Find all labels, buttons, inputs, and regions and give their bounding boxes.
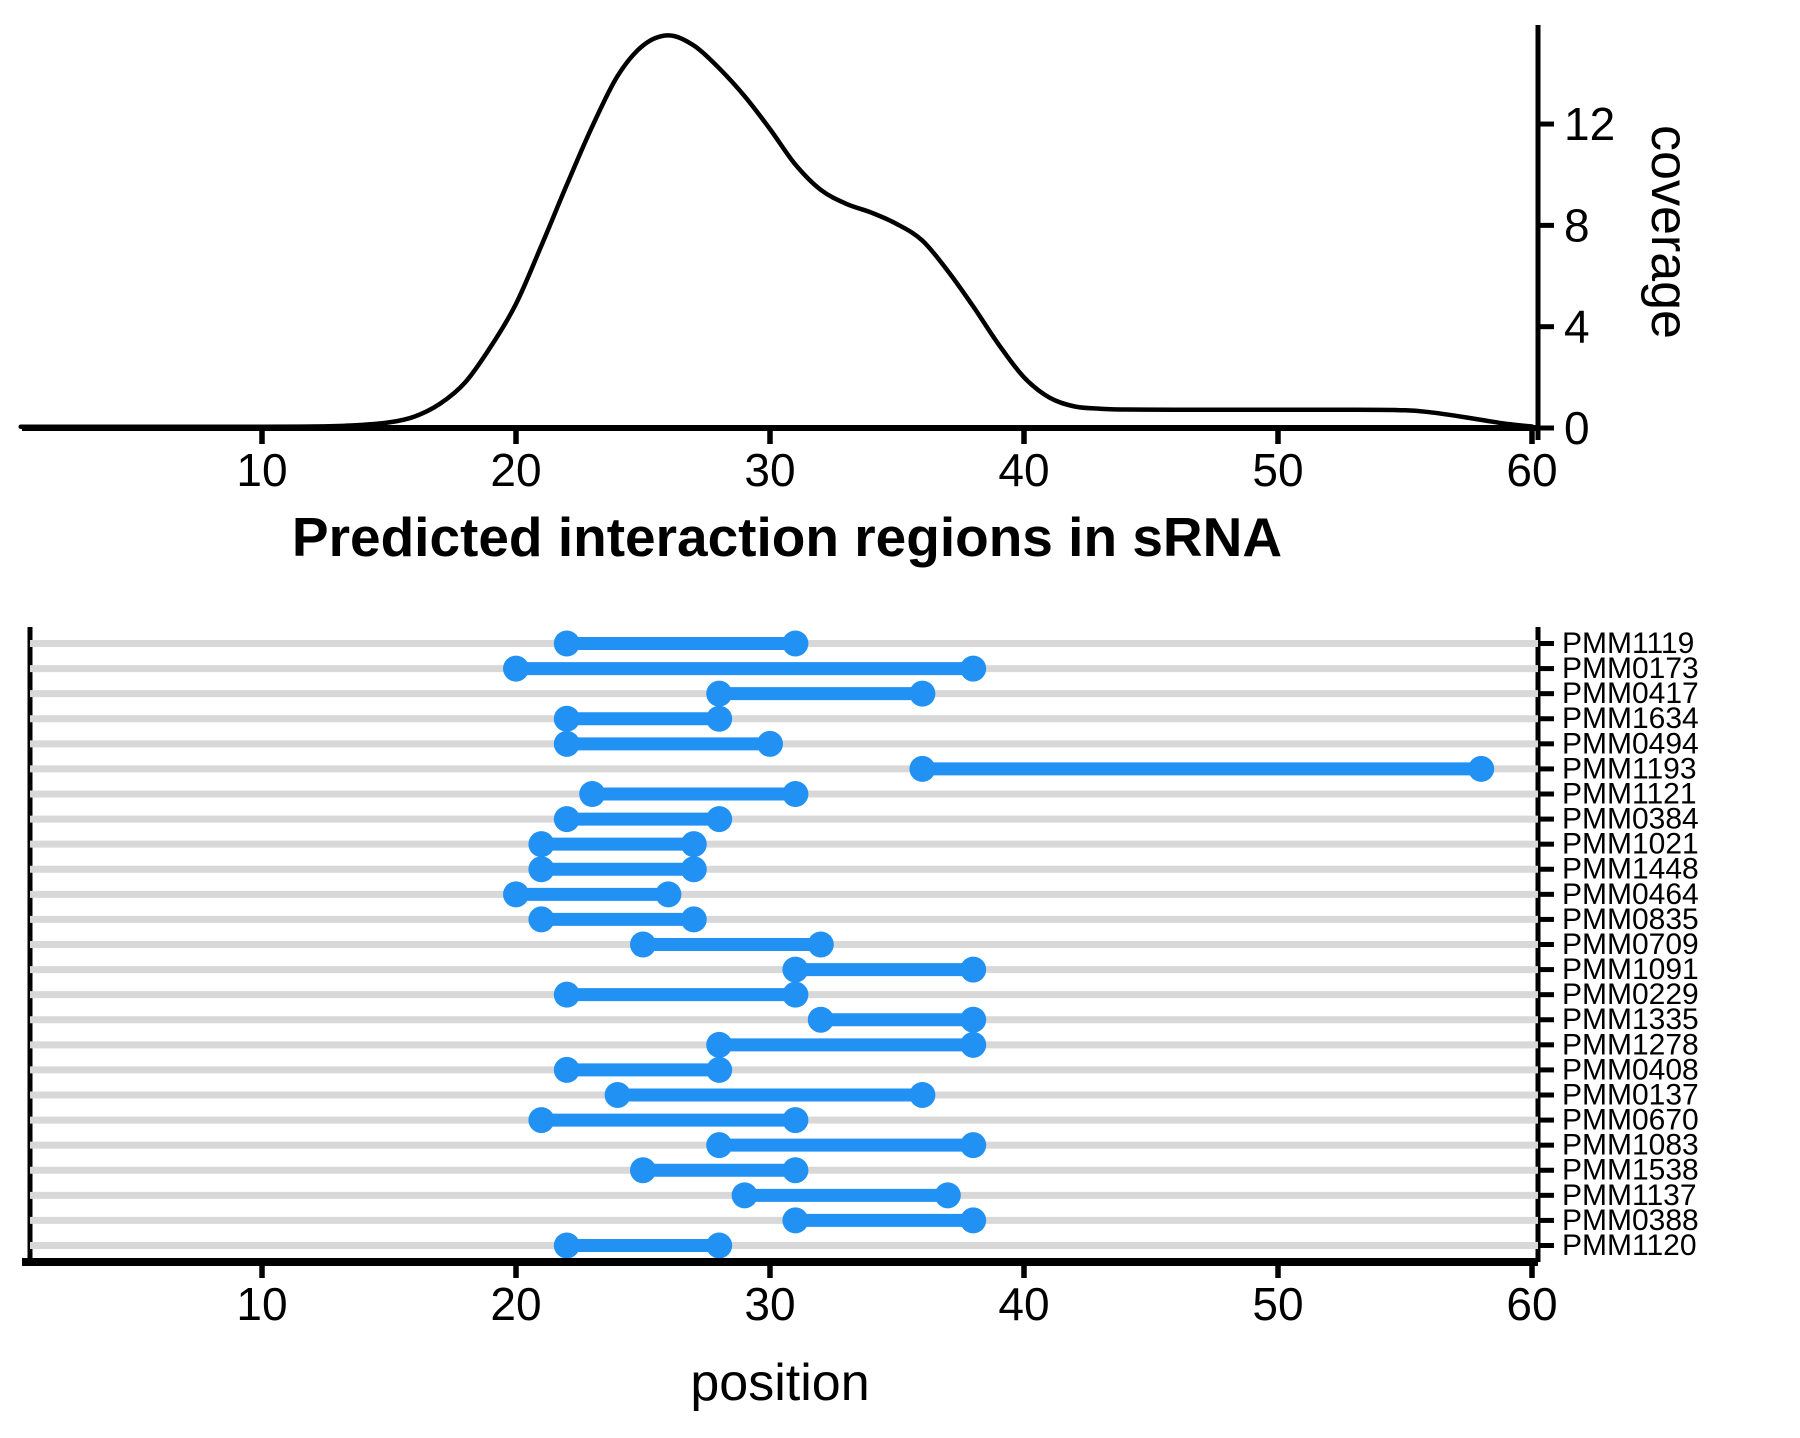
- row-label-PMM1091: PMM1091: [1562, 953, 1699, 986]
- top-x-tick-label: 40: [998, 444, 1049, 496]
- top-x-tick-label: 20: [490, 444, 541, 496]
- segment-end-dot-PMM0494: [757, 730, 783, 757]
- segment-end-dot-PMM1119: [782, 630, 809, 657]
- segment-start-dot-PMM1278: [706, 1031, 733, 1058]
- segment-end-dot-PMM0388: [960, 1207, 987, 1234]
- row-label-PMM0388: PMM0388: [1562, 1204, 1699, 1237]
- segment-start-dot-PMM0408: [553, 1056, 580, 1083]
- coverage-curve: [18, 33, 1535, 429]
- row-label-PMM1278: PMM1278: [1562, 1028, 1699, 1061]
- bottom-x-tick-label: 50: [1252, 1278, 1303, 1330]
- segment-start-dot-PMM0709: [630, 931, 656, 958]
- row-label-PMM1121: PMM1121: [1562, 777, 1697, 810]
- row-label-PMM0464: PMM0464: [1562, 878, 1699, 911]
- row-label-PMM1193: PMM1193: [1562, 752, 1697, 785]
- row-label-PMM1120: PMM1120: [1562, 1229, 1697, 1262]
- row-label-PMM1083: PMM1083: [1562, 1129, 1699, 1162]
- segment-end-dot-PMM0670: [782, 1107, 809, 1134]
- segment-end-dot-PMM1335: [960, 1006, 987, 1033]
- coverage-tick-label: 12: [1564, 98, 1615, 150]
- x-axis-title-position: position: [690, 1354, 869, 1412]
- coverage-tick-label: 0: [1564, 402, 1590, 454]
- segment-start-dot-PMM1091: [782, 956, 809, 983]
- segment-end-dot-PMM1121: [782, 780, 809, 807]
- top-x-tick-label: 50: [1252, 444, 1303, 496]
- bottom-x-tick-label: 30: [744, 1278, 795, 1330]
- segment-end-dot-PMM1448: [680, 856, 707, 883]
- top-x-tick-label: 10: [236, 444, 287, 496]
- segment-start-dot-PMM1119: [553, 630, 580, 657]
- segment-end-dot-PMM0417: [909, 680, 936, 707]
- segment-start-dot-PMM1137: [731, 1182, 758, 1209]
- segment-start-dot-PMM0417: [706, 680, 733, 707]
- segment-end-dot-PMM1083: [960, 1132, 987, 1159]
- segment-start-dot-PMM0670: [528, 1107, 555, 1134]
- segment-start-dot-PMM1021: [528, 831, 555, 858]
- segment-start-dot-PMM1538: [630, 1157, 656, 1184]
- row-label-PMM1137: PMM1137: [1562, 1179, 1697, 1212]
- segment-end-dot-PMM0835: [680, 906, 707, 933]
- segment-end-dot-PMM0464: [655, 881, 682, 908]
- row-label-PMM1335: PMM1335: [1562, 1003, 1699, 1036]
- bottom-x-tick-label: 10: [236, 1278, 287, 1330]
- segment-end-dot-PMM0709: [807, 931, 834, 958]
- segment-start-dot-PMM1083: [706, 1132, 733, 1159]
- coverage-tick-label: 4: [1564, 301, 1590, 353]
- segment-start-dot-PMM1120: [553, 1232, 580, 1259]
- segment-end-dot-PMM0384: [706, 806, 733, 833]
- row-label-PMM0670: PMM0670: [1562, 1104, 1699, 1137]
- segment-end-dot-PMM1137: [934, 1182, 961, 1209]
- row-label-PMM0173: PMM0173: [1562, 652, 1699, 685]
- row-label-PMM1448: PMM1448: [1562, 853, 1699, 886]
- segment-start-dot-PMM1335: [807, 1006, 834, 1033]
- segment-end-dot-PMM1120: [706, 1232, 733, 1259]
- y-axis-title-coverage: coverage: [1640, 125, 1698, 339]
- row-label-PMM0137: PMM0137: [1562, 1078, 1699, 1111]
- top-x-tick-label: 30: [744, 444, 795, 496]
- row-label-PMM0835: PMM0835: [1562, 903, 1699, 936]
- segment-start-dot-PMM0229: [553, 981, 580, 1008]
- row-label-PMM0384: PMM0384: [1562, 803, 1699, 836]
- segment-start-dot-PMM1193: [909, 755, 936, 782]
- row-label-PMM1538: PMM1538: [1562, 1154, 1699, 1187]
- chart-title: Predicted interaction regions in sRNA: [292, 506, 1282, 568]
- row-label-PMM0709: PMM0709: [1562, 928, 1699, 961]
- segment-start-dot-PMM0464: [503, 881, 529, 908]
- row-label-PMM1119: PMM1119: [1562, 627, 1694, 660]
- segment-end-dot-PMM0173: [960, 655, 987, 682]
- segment-start-dot-PMM0384: [553, 806, 580, 833]
- segment-start-dot-PMM0388: [782, 1207, 809, 1234]
- chart-render-layer: 10 20 30 40 50 6004812PMM1119PMM0173PMM0417PM…: [18, 25, 1699, 1330]
- segment-start-dot-PMM0835: [528, 906, 555, 933]
- segment-end-dot-PMM1091: [960, 956, 987, 983]
- segment-start-dot-PMM0494: [553, 730, 580, 757]
- segment-end-dot-PMM1538: [782, 1157, 809, 1184]
- row-label-PMM0494: PMM0494: [1562, 727, 1699, 760]
- row-label-PMM1634: PMM1634: [1562, 702, 1699, 735]
- segment-end-dot-PMM1634: [706, 705, 733, 732]
- segment-end-dot-PMM0137: [909, 1081, 936, 1108]
- row-label-PMM1021: PMM1021: [1562, 828, 1699, 861]
- row-label-PMM0417: PMM0417: [1562, 677, 1699, 710]
- segment-start-dot-PMM0173: [503, 655, 529, 682]
- bottom-x-tick-label: 60: [1506, 1278, 1557, 1330]
- coverage-tick-label: 8: [1564, 199, 1590, 251]
- segment-end-dot-PMM1021: [680, 831, 707, 858]
- segment-end-dot-PMM1278: [960, 1031, 987, 1058]
- segment-start-dot-PMM1121: [579, 780, 606, 807]
- segment-end-dot-PMM0229: [782, 981, 809, 1008]
- segment-start-dot-PMM1448: [528, 856, 555, 883]
- top-x-tick-label: 60: [1506, 444, 1557, 496]
- segment-end-dot-PMM0408: [706, 1056, 733, 1083]
- segment-start-dot-PMM0137: [604, 1081, 631, 1108]
- bottom-x-tick-label: 40: [998, 1278, 1049, 1330]
- row-label-PMM0408: PMM0408: [1562, 1053, 1699, 1086]
- row-label-PMM0229: PMM0229: [1562, 978, 1699, 1011]
- segment-end-dot-PMM1193: [1468, 755, 1495, 782]
- segment-start-dot-PMM1634: [553, 705, 580, 732]
- bottom-x-tick-label: 20: [490, 1278, 541, 1330]
